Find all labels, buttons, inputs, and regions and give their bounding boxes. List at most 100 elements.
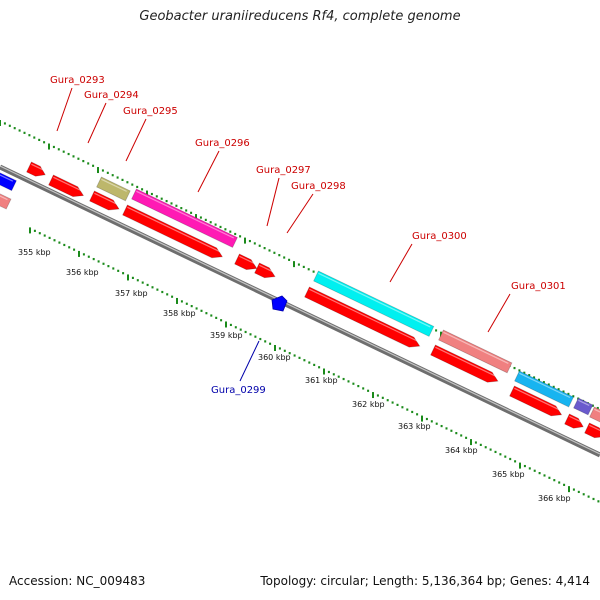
gene-label: Gura_0296 bbox=[195, 138, 250, 149]
gene-shape bbox=[584, 422, 600, 439]
gene-feature bbox=[313, 270, 435, 337]
gene-feature bbox=[0, 171, 17, 192]
gene-feature bbox=[122, 204, 224, 259]
label-layer: Gura_0293 Gura_0294 Gura_0295 Gura_0296 Gura… bbox=[18, 75, 571, 503]
gene-label-leader bbox=[87, 102, 107, 144]
gene-gloss bbox=[239, 255, 256, 265]
gene-gloss bbox=[514, 387, 561, 411]
gene-feature bbox=[509, 385, 563, 417]
gene-shape bbox=[0, 192, 12, 210]
kbp-label: 358 kbp bbox=[163, 309, 196, 318]
gene-feature bbox=[234, 253, 258, 270]
gene-shape bbox=[131, 188, 238, 248]
gene-shape bbox=[509, 385, 563, 417]
gene-feature bbox=[89, 190, 120, 211]
gene-feature bbox=[438, 329, 513, 374]
gene-shape bbox=[589, 406, 600, 424]
gene-gloss bbox=[318, 272, 431, 328]
label-leaders bbox=[56, 87, 511, 382]
gene-label: Gura_0294 bbox=[84, 90, 139, 101]
backbone-highlight bbox=[0, 165, 600, 455]
gene-label: Gura_0301 bbox=[511, 281, 566, 292]
kbp-label: 361 kbp bbox=[305, 376, 338, 385]
gene-feature bbox=[430, 344, 499, 383]
gene-gloss bbox=[101, 178, 127, 192]
gene-shape bbox=[122, 204, 224, 259]
gene-shape bbox=[96, 176, 131, 202]
kbp-label: 364 kbp bbox=[445, 446, 478, 455]
gene-shape bbox=[304, 286, 421, 348]
gene-gloss bbox=[136, 190, 235, 239]
gene-shape bbox=[573, 397, 594, 416]
gene-gloss bbox=[578, 399, 590, 407]
gene-label-leader bbox=[197, 150, 220, 193]
gene-label: Gura_0298 bbox=[291, 181, 346, 192]
gene-shape bbox=[48, 174, 85, 198]
gene-gloss bbox=[127, 206, 222, 253]
kbp-label: 356 kbp bbox=[66, 268, 99, 277]
gene-gloss bbox=[443, 331, 509, 364]
gene-shape bbox=[234, 253, 258, 270]
kbp-label: 362 kbp bbox=[352, 400, 385, 409]
gene-gloss bbox=[259, 264, 275, 273]
gene-label-leader bbox=[286, 193, 314, 234]
topology-label: Topology: circular; Length: 5,136,364 bp… bbox=[260, 574, 590, 588]
gene-shape bbox=[514, 370, 575, 408]
gene-feature bbox=[48, 174, 85, 198]
gene-gloss bbox=[594, 408, 600, 415]
gene-feature bbox=[584, 422, 600, 439]
kbp-label: 359 kbp bbox=[210, 331, 243, 340]
gene-gloss bbox=[53, 176, 83, 192]
gene-shape bbox=[564, 413, 584, 429]
kbp-label: 355 kbp bbox=[18, 248, 51, 257]
gene-gloss bbox=[31, 163, 45, 171]
gene-label: Gura_0297 bbox=[256, 165, 311, 176]
kbp-label: 365 kbp bbox=[492, 470, 525, 479]
gene-label: Gura_0295 bbox=[123, 106, 178, 117]
gene-shape bbox=[438, 329, 513, 374]
gene-shape bbox=[313, 270, 435, 337]
gene-label-leader bbox=[56, 87, 73, 132]
gene-shape bbox=[254, 262, 276, 279]
kbp-label: 360 kbp bbox=[258, 353, 291, 362]
gene-gloss bbox=[0, 173, 14, 182]
gene-feature bbox=[131, 188, 238, 248]
gene-feature bbox=[514, 370, 575, 408]
gene-shape bbox=[430, 344, 499, 383]
gene-shape bbox=[26, 161, 46, 177]
gene-shape bbox=[0, 171, 17, 192]
gene-gloss bbox=[435, 346, 497, 378]
gene-gloss bbox=[94, 192, 119, 206]
kbp-label: 363 kbp bbox=[398, 422, 431, 431]
accession-label: Accession: NC_009483 bbox=[9, 574, 146, 588]
gene-label-leader bbox=[239, 340, 260, 382]
inner-tick-ring bbox=[29, 227, 600, 503]
gene-feature bbox=[96, 176, 131, 202]
gene-feature bbox=[0, 192, 12, 210]
gene-label: Gura_0299 bbox=[211, 385, 266, 396]
feature-track bbox=[0, 161, 600, 439]
backbone bbox=[0, 164, 600, 458]
gene-feature bbox=[564, 413, 584, 429]
gene-gloss bbox=[309, 288, 419, 343]
gene-label: Gura_0293 bbox=[50, 75, 105, 86]
gene-gloss bbox=[519, 372, 571, 399]
gene-label-leader bbox=[389, 243, 413, 283]
gene-feature bbox=[589, 406, 600, 424]
gene-gloss bbox=[589, 424, 600, 433]
reverse-gene-marker bbox=[271, 295, 288, 312]
kbp-label: 366 kbp bbox=[538, 494, 571, 503]
gene-label-leader bbox=[266, 177, 280, 227]
gene-feature bbox=[26, 161, 46, 177]
map-title: Geobacter uraniireducens Rf4, complete g… bbox=[139, 9, 461, 24]
gene-label: Gura_0300 bbox=[412, 231, 467, 242]
kbp-label: 357 kbp bbox=[115, 289, 148, 298]
gene-feature bbox=[304, 286, 421, 348]
gene-label-leader bbox=[487, 293, 511, 333]
gene-feature bbox=[573, 397, 594, 416]
gene-gloss bbox=[0, 194, 8, 201]
gene-label-leader bbox=[125, 118, 147, 162]
gene-gloss bbox=[569, 415, 583, 423]
